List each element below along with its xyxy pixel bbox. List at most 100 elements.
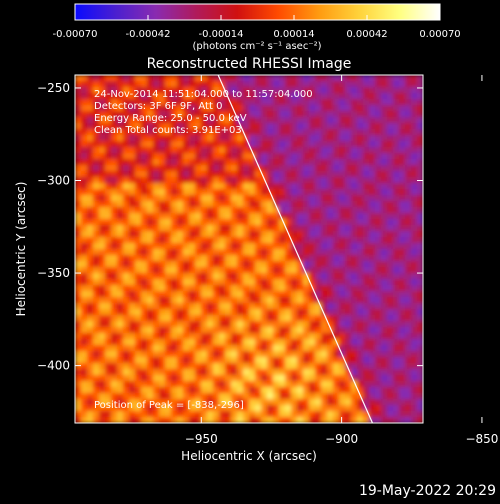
heatmap-cell: [411, 93, 418, 100]
heatmap-cell: [255, 219, 262, 226]
heatmap-cell: [81, 105, 88, 112]
heatmap-cell: [129, 285, 136, 292]
heatmap-cell: [285, 213, 292, 220]
heatmap-cell: [399, 225, 406, 232]
heatmap-cell: [237, 411, 244, 418]
heatmap-cell: [381, 249, 388, 256]
heatmap-cell: [249, 147, 256, 154]
heatmap-cell: [381, 117, 388, 124]
heatmap-cell: [87, 171, 94, 178]
heatmap-cell: [147, 345, 154, 352]
heatmap-cell: [243, 315, 250, 322]
heatmap-cell: [207, 339, 214, 346]
heatmap-cell: [315, 219, 322, 226]
heatmap-cell: [195, 309, 202, 316]
heatmap-cell: [129, 75, 136, 82]
heatmap-cell: [75, 171, 82, 178]
heatmap-cell: [411, 411, 418, 418]
heatmap-cell: [351, 105, 358, 112]
heatmap-cell: [177, 393, 184, 400]
heatmap-cell: [87, 165, 94, 172]
heatmap-cell: [123, 75, 130, 82]
heatmap-cell: [153, 381, 160, 388]
heatmap-cell: [339, 399, 346, 406]
heatmap-cell: [351, 273, 358, 280]
heatmap-cell: [375, 99, 382, 106]
heatmap-cell: [81, 387, 88, 394]
heatmap-cell: [141, 213, 148, 220]
heatmap-cell: [129, 201, 136, 208]
heatmap-cell: [375, 225, 382, 232]
heatmap-cell: [411, 363, 418, 370]
heatmap-cell: [369, 129, 376, 136]
heatmap-cell: [357, 105, 364, 112]
heatmap-cell: [117, 195, 124, 202]
heatmap-cell: [225, 99, 232, 106]
heatmap-cell: [321, 207, 328, 214]
heatmap-cell: [411, 75, 418, 82]
heatmap-cell: [237, 159, 244, 166]
heatmap-cell: [291, 363, 298, 370]
heatmap-cell: [123, 243, 130, 250]
heatmap-cell: [243, 111, 250, 118]
heatmap-cell: [363, 195, 370, 202]
heatmap-cell: [177, 321, 184, 328]
heatmap-cell: [99, 297, 106, 304]
heatmap-cell: [75, 153, 82, 160]
heatmap-cell: [351, 201, 358, 208]
heatmap-cell: [321, 297, 328, 304]
heatmap-cell: [219, 171, 226, 178]
heatmap-cell: [165, 303, 172, 310]
heatmap-cell: [369, 183, 376, 190]
heatmap-cell: [309, 231, 316, 238]
heatmap-cell: [165, 255, 172, 262]
heatmap-cell: [339, 417, 346, 423]
heatmap-cell: [99, 339, 106, 346]
heatmap-cell: [327, 141, 334, 148]
heatmap-cell: [411, 321, 418, 328]
heatmap-cell: [261, 93, 268, 100]
heatmap-cell: [309, 165, 316, 172]
heatmap-cell: [87, 357, 94, 364]
heatmap-cell: [279, 207, 286, 214]
heatmap-cell: [261, 273, 268, 280]
heatmap-cell: [123, 141, 130, 148]
heatmap-cell: [213, 255, 220, 262]
heatmap-cell: [369, 219, 376, 226]
heatmap-cell: [273, 411, 280, 418]
heatmap-cell: [321, 201, 328, 208]
heatmap-cell: [333, 387, 340, 394]
heatmap-cell: [225, 153, 232, 160]
heatmap-cell: [357, 87, 364, 94]
heatmap-cell: [351, 237, 358, 244]
heatmap-cell: [405, 207, 412, 214]
heatmap-cell: [249, 75, 256, 82]
heatmap-cell: [327, 75, 334, 82]
heatmap-cell: [237, 351, 244, 358]
heatmap-cell: [375, 159, 382, 166]
heatmap-cell: [249, 117, 256, 124]
heatmap-cell: [183, 81, 190, 88]
heatmap-cell: [303, 141, 310, 148]
heatmap-cell: [99, 99, 106, 106]
heatmap-cell: [219, 315, 226, 322]
heatmap-cell: [135, 297, 142, 304]
heatmap-cell: [123, 351, 130, 358]
heatmap-cell: [219, 267, 226, 274]
heatmap-cell: [315, 351, 322, 358]
heatmap-cell: [123, 129, 130, 136]
heatmap-cell: [75, 213, 82, 220]
heatmap-cell: [351, 309, 358, 316]
heatmap-cell: [297, 75, 304, 82]
heatmap-cell: [183, 333, 190, 340]
heatmap-cell: [345, 111, 352, 118]
heatmap-cell: [225, 87, 232, 94]
heatmap-cell: [405, 393, 412, 400]
heatmap-cell: [135, 105, 142, 112]
heatmap-cell: [135, 213, 142, 220]
heatmap-cell: [141, 231, 148, 238]
heatmap-cell: [375, 237, 382, 244]
heatmap-cell: [279, 303, 286, 310]
heatmap-cell: [345, 249, 352, 256]
heatmap-cell: [99, 81, 106, 88]
